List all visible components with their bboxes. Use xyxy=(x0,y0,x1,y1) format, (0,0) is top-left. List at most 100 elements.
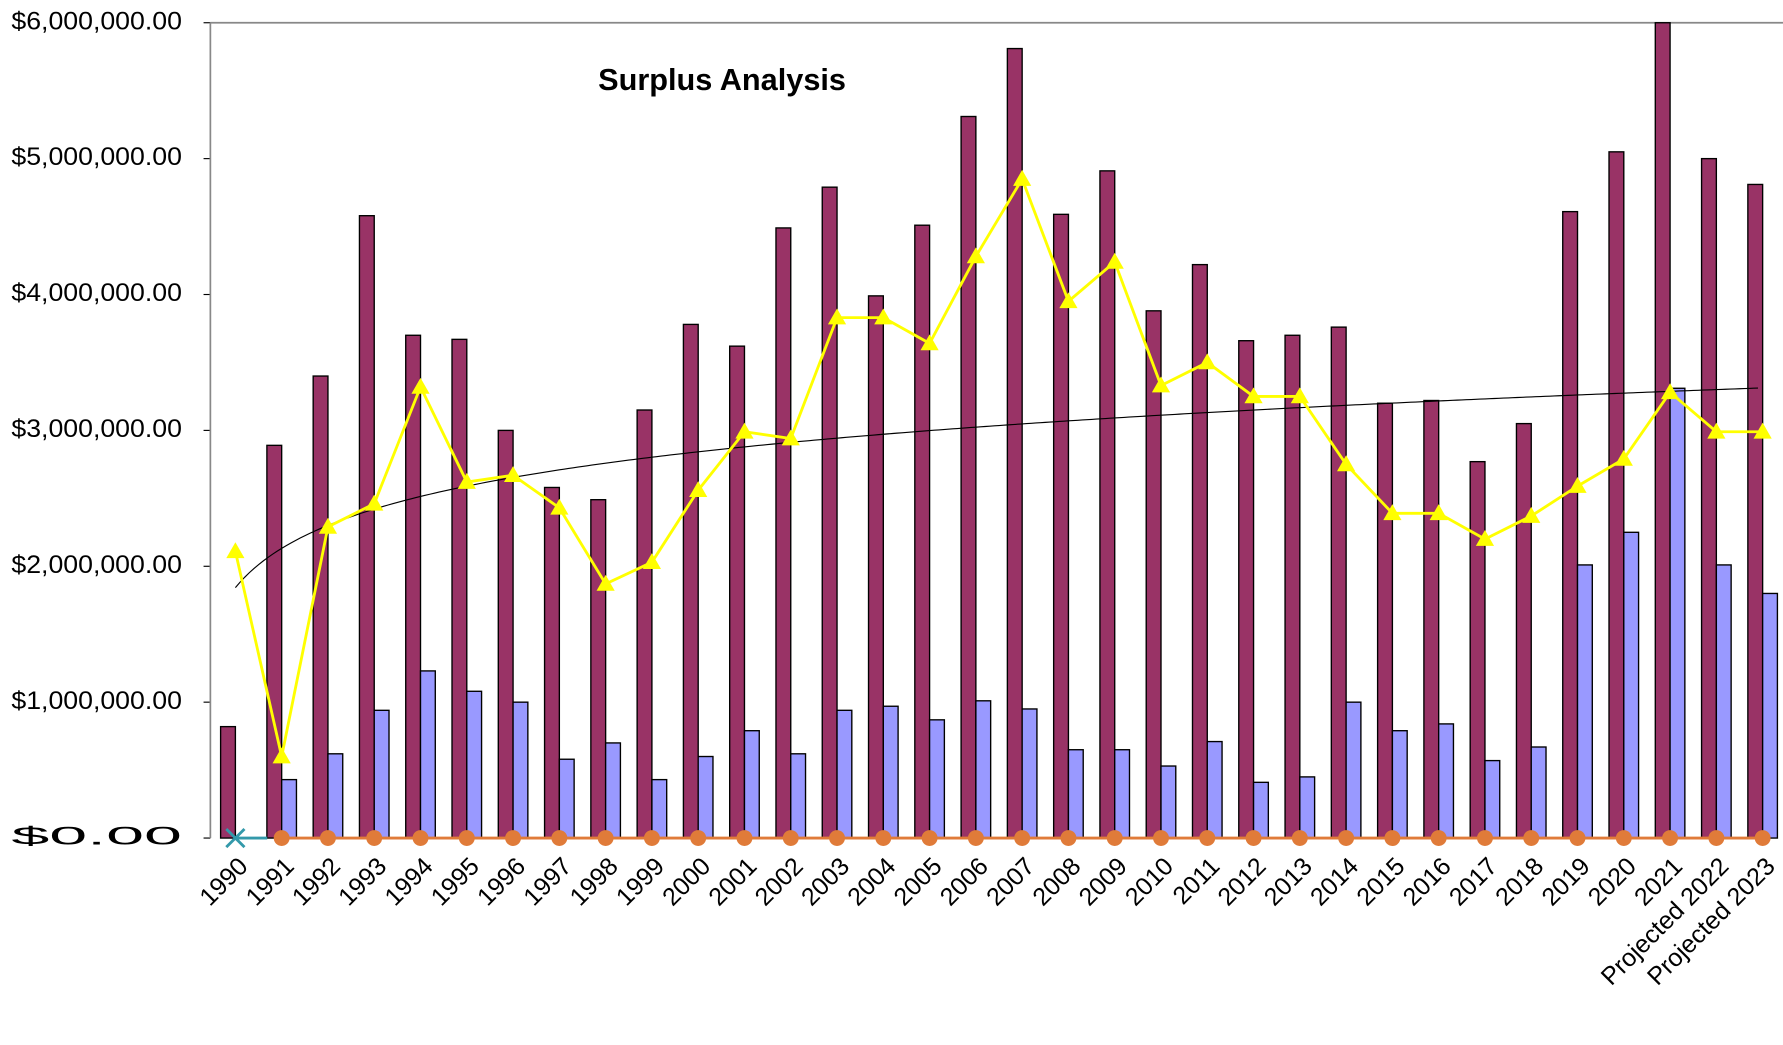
x-tick-label: 2005 xyxy=(888,852,947,911)
marker xyxy=(689,481,708,498)
x-tick-label: 2017 xyxy=(1444,852,1503,911)
x-tick-label: 2019 xyxy=(1536,852,1595,911)
bar xyxy=(1067,749,1084,839)
bar xyxy=(743,730,760,839)
x-tick-label: 2006 xyxy=(935,852,994,911)
bar xyxy=(882,705,899,839)
marker xyxy=(597,830,614,847)
bar xyxy=(1391,730,1408,839)
marker xyxy=(411,377,430,394)
bar xyxy=(1437,723,1455,839)
bar xyxy=(1330,326,1347,839)
marker xyxy=(366,830,383,847)
bar xyxy=(928,719,946,839)
marker xyxy=(1707,422,1726,439)
bar xyxy=(697,755,714,839)
x-tick-label: 1994 xyxy=(379,852,438,911)
marker xyxy=(827,308,847,325)
bar xyxy=(1623,531,1640,839)
marker xyxy=(318,517,338,534)
marker xyxy=(1291,830,1308,847)
marker xyxy=(782,830,799,847)
marker xyxy=(1522,506,1541,523)
marker xyxy=(736,830,753,847)
marker xyxy=(596,574,615,591)
y-tick-label: $0.00 xyxy=(11,823,182,851)
bar xyxy=(1562,210,1579,839)
marker xyxy=(1153,830,1169,847)
marker xyxy=(458,830,475,847)
bar xyxy=(543,486,561,839)
bar xyxy=(1238,340,1255,839)
bar xyxy=(1654,22,1671,839)
marker xyxy=(1198,353,1217,370)
x-tick-label: 1999 xyxy=(611,852,670,911)
marker xyxy=(1014,830,1031,847)
marker xyxy=(412,830,429,847)
x-tick-label: 1998 xyxy=(565,852,624,911)
marker xyxy=(1475,530,1495,546)
bar xyxy=(1576,564,1593,839)
x-tick-label: 1993 xyxy=(333,852,392,911)
marker xyxy=(1105,252,1124,269)
bar xyxy=(497,429,514,839)
bar xyxy=(280,778,298,839)
y-tick-label: $4,000,000.00 xyxy=(11,279,182,307)
bar xyxy=(373,709,390,839)
marker xyxy=(1523,830,1540,847)
bar xyxy=(1021,708,1038,839)
x-tick-label: 2013 xyxy=(1259,852,1318,911)
x-tick-label: 2018 xyxy=(1490,852,1549,911)
x-tick-label: 2011 xyxy=(1167,852,1225,910)
marker xyxy=(319,830,336,847)
bar xyxy=(590,499,607,839)
bar xyxy=(558,758,575,839)
bar xyxy=(1206,740,1223,839)
bar xyxy=(821,186,838,839)
marker xyxy=(920,334,939,351)
bar xyxy=(1761,592,1779,839)
marker xyxy=(550,498,569,515)
bar xyxy=(1376,402,1394,839)
marker xyxy=(226,542,245,559)
marker xyxy=(225,827,268,849)
marker xyxy=(967,830,984,847)
y-tick-label: $2,000,000.00 xyxy=(11,551,182,579)
y-tick-label: $3,000,000.00 xyxy=(11,415,182,443)
marker xyxy=(1244,387,1263,404)
marker xyxy=(921,830,938,847)
bar xyxy=(1669,387,1686,839)
bar xyxy=(1284,334,1301,839)
x-tick-label: 1997 xyxy=(518,852,577,911)
x-tick-label: 2014 xyxy=(1305,852,1364,911)
x-tick-label: 1995 xyxy=(426,852,485,911)
marker xyxy=(1662,830,1679,847)
x-tick-label: 2012 xyxy=(1212,852,1271,911)
bar xyxy=(1515,422,1532,839)
marker xyxy=(781,429,800,446)
marker xyxy=(875,830,892,847)
x-tick-label: 2009 xyxy=(1074,852,1133,911)
bar xyxy=(1484,759,1501,839)
marker xyxy=(1290,387,1309,404)
marker xyxy=(551,830,568,847)
marker xyxy=(457,472,476,489)
marker xyxy=(1614,449,1633,466)
bar xyxy=(651,778,668,839)
chart-title: Surplus Analysis xyxy=(598,62,846,97)
marker xyxy=(1615,830,1632,847)
bar xyxy=(466,690,483,839)
marker xyxy=(1337,455,1356,472)
marker xyxy=(272,747,291,764)
bar xyxy=(775,227,792,839)
bar xyxy=(1114,749,1131,839)
bar xyxy=(790,753,807,839)
bar xyxy=(1608,151,1625,839)
bar xyxy=(960,115,977,839)
marker xyxy=(1430,830,1447,847)
marker xyxy=(1660,383,1680,400)
marker xyxy=(1568,477,1587,493)
x-tick-label: 2020 xyxy=(1583,852,1642,911)
line xyxy=(234,175,1763,757)
